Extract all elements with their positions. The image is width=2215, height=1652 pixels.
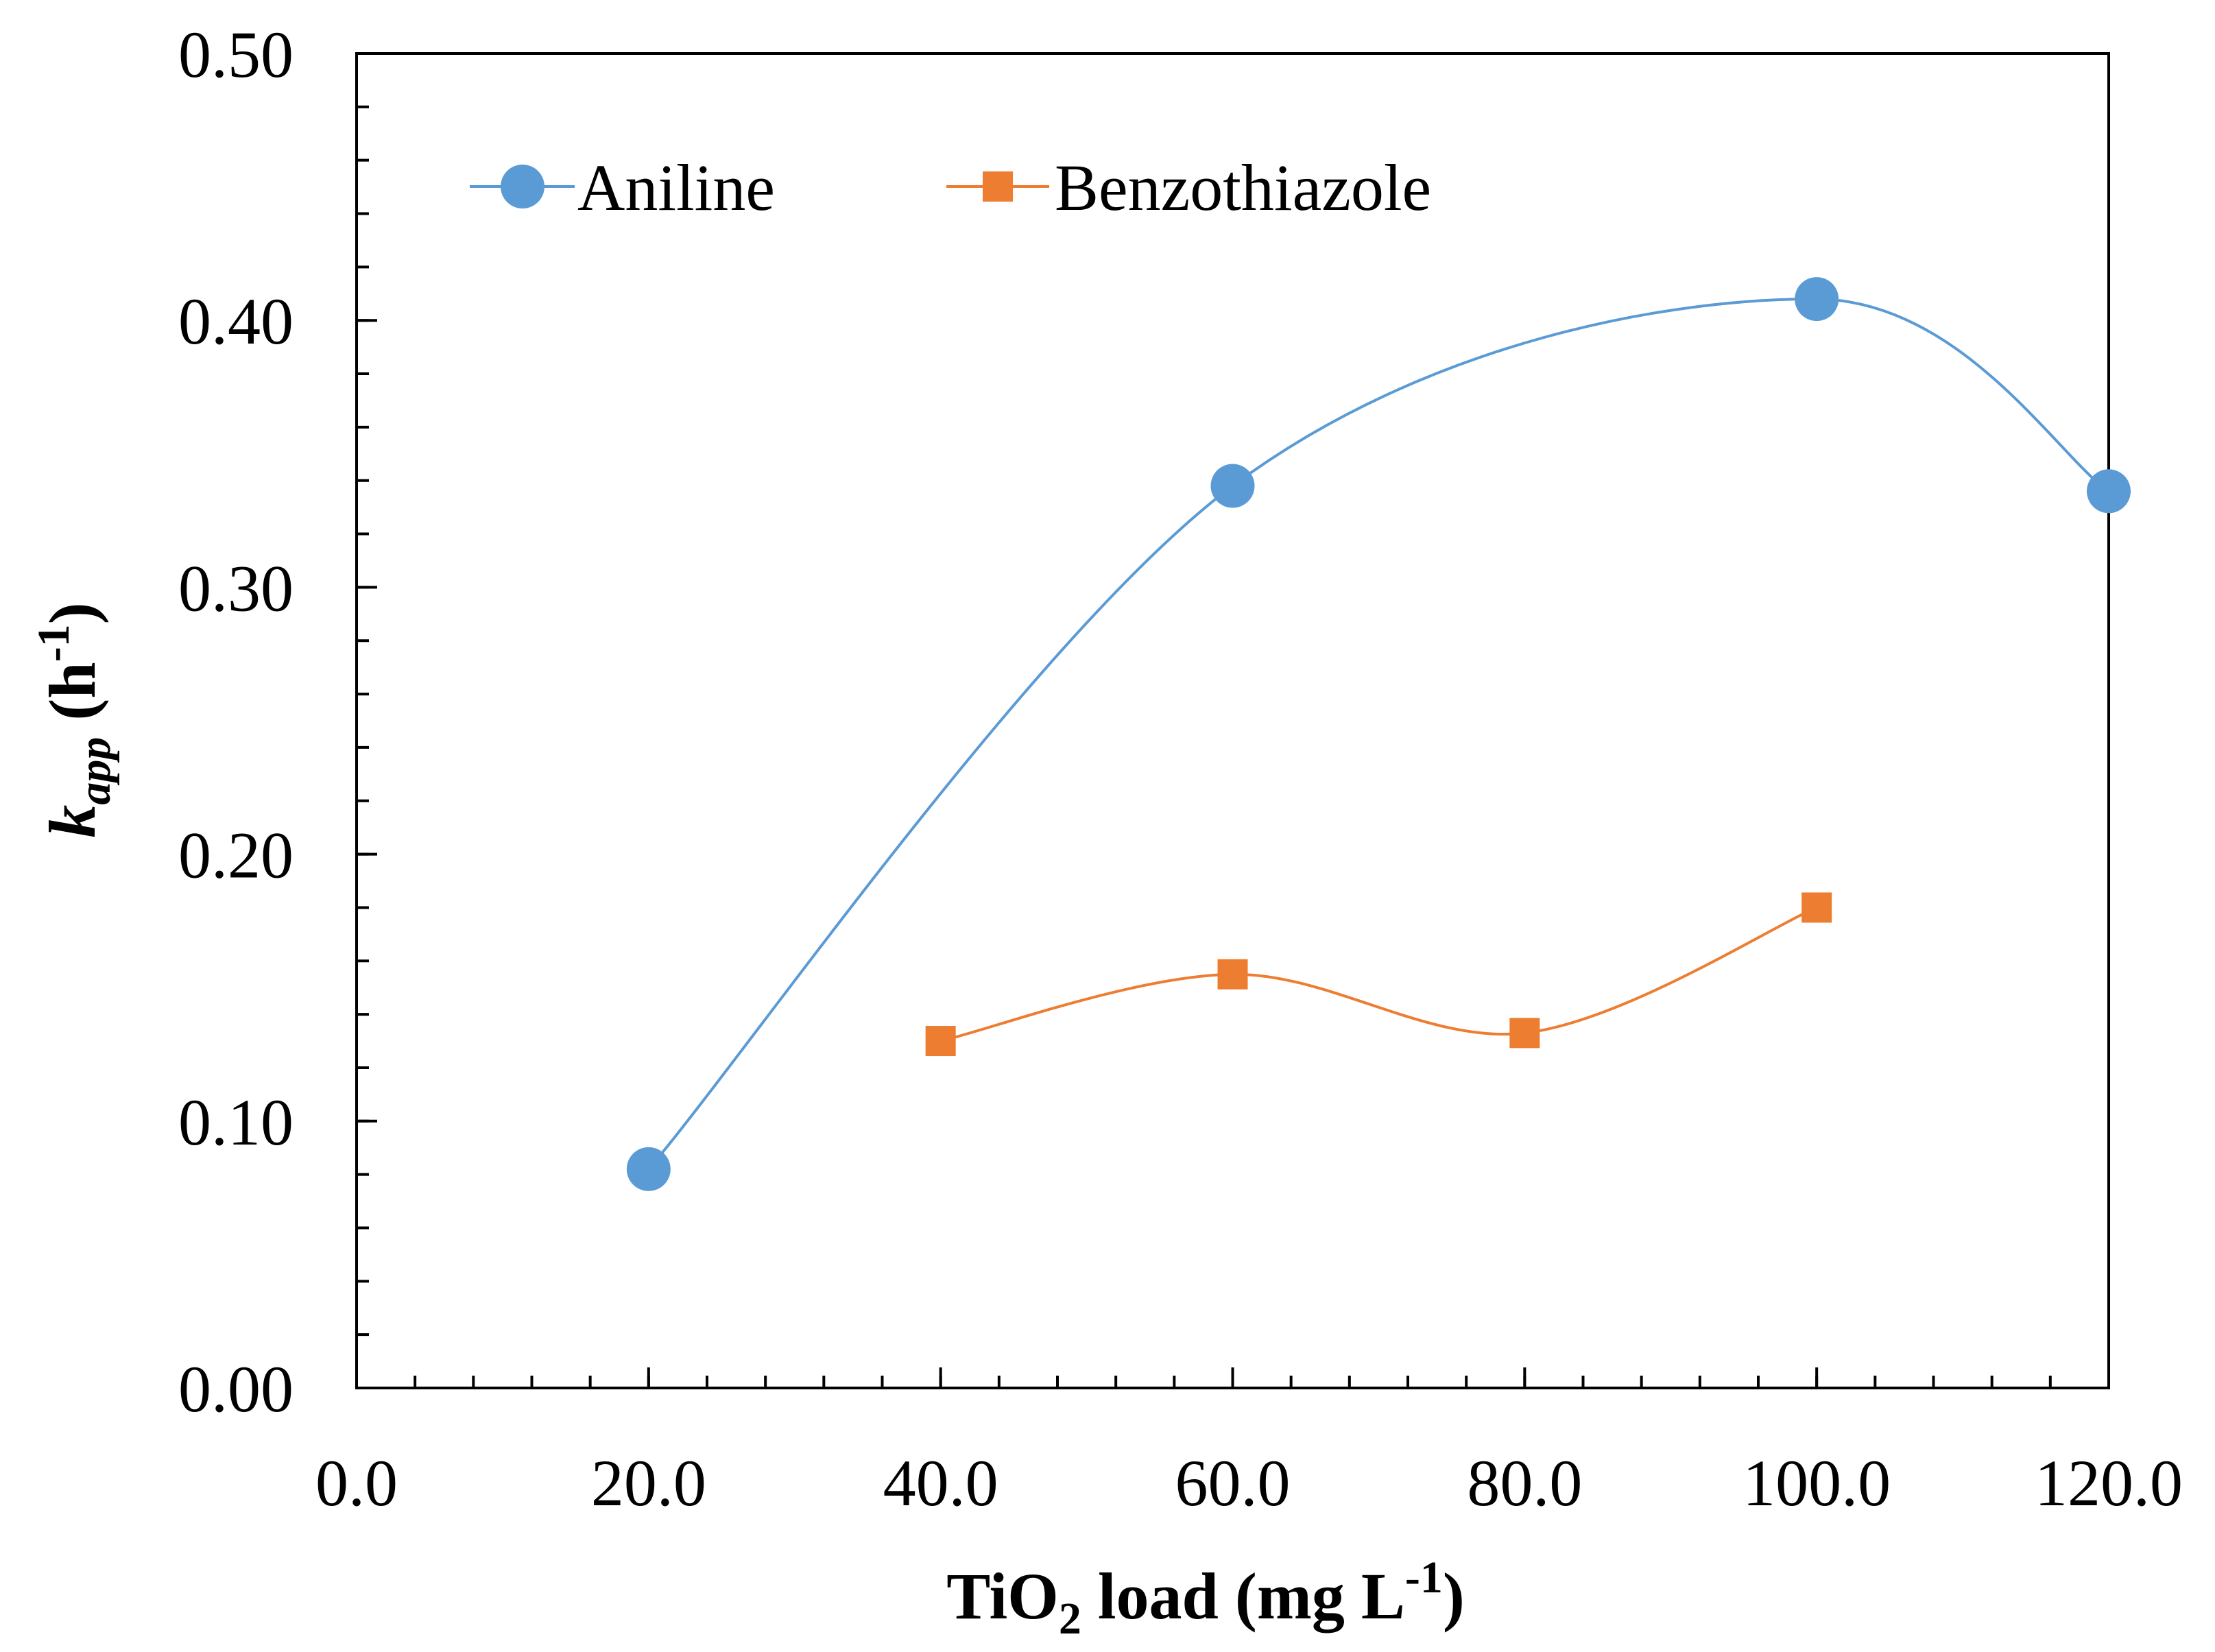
y-axis-title-close: ) [36,602,109,624]
x-tick-label: 0.0 [315,1446,398,1520]
y-tick-label: 0.10 [178,1086,294,1159]
legend-marker-aniline [501,165,544,208]
data-point-benzothiazole [925,1026,956,1057]
y-axis-title-sup: -1 [29,624,79,662]
data-point-aniline [1795,277,1839,322]
data-point-aniline [626,1147,671,1191]
x-axis-title-sub: 2 [1059,1594,1081,1644]
legend-marker-benzothiazole [983,171,1013,202]
plot-frame [355,52,2110,1389]
x-tick-label: 80.0 [1467,1446,1582,1520]
data-point-aniline [1210,464,1255,508]
x-axis-title: TiO2 load (mg L-1) [946,1553,1465,1644]
x-tick-label: 120.0 [2035,1446,2183,1520]
legend-label-aniline: Aniline [577,151,775,224]
legend-label-benzothiazole: Benzothiazole [1055,151,1431,224]
y-axis-title-base: k [36,805,109,838]
x-tick-label: 40.0 [883,1446,998,1520]
y-axis-title-sub: app [70,737,120,805]
x-axis-title-rest: load (mg L [1081,1559,1405,1633]
y-tick-label: 0.00 [178,1352,294,1426]
data-point-benzothiazole [1217,959,1248,990]
y-axis-title-rest: (h [36,662,109,737]
data-point-benzothiazole [1509,1018,1540,1049]
x-axis-title-base: TiO [946,1559,1059,1633]
series-markers [626,277,2131,1191]
series-line-benzothiazole [940,906,1817,1042]
y-tick-label: 0.40 [178,285,294,358]
data-point-benzothiazole [1801,892,1832,923]
x-tick-label: 60.0 [1175,1446,1291,1520]
x-tick-label: 100.0 [1743,1446,1891,1520]
y-tick-labels: 0.00 0.10 0.20 0.30 0.40 0.50 [178,18,294,1426]
y-tick-label: 0.50 [178,18,294,91]
major-ticks [355,52,2110,1389]
y-tick-label: 0.20 [178,819,294,892]
y-tick-label: 0.30 [178,551,294,625]
data-point-aniline [2087,469,2131,514]
x-axis-title-close: ) [1443,1559,1465,1633]
x-axis-title-sup: -1 [1405,1553,1443,1603]
y-axis-title: kapp (h-1) [29,602,120,837]
x-tick-labels: 0.0 20.0 40.0 60.0 80.0 100.0 120.0 [315,1446,2183,1520]
series-lines [647,298,2110,1171]
x-tick-label: 20.0 [591,1446,706,1520]
series-line-aniline [647,298,2110,1171]
legend: Aniline Benzothiazole [470,151,1431,224]
